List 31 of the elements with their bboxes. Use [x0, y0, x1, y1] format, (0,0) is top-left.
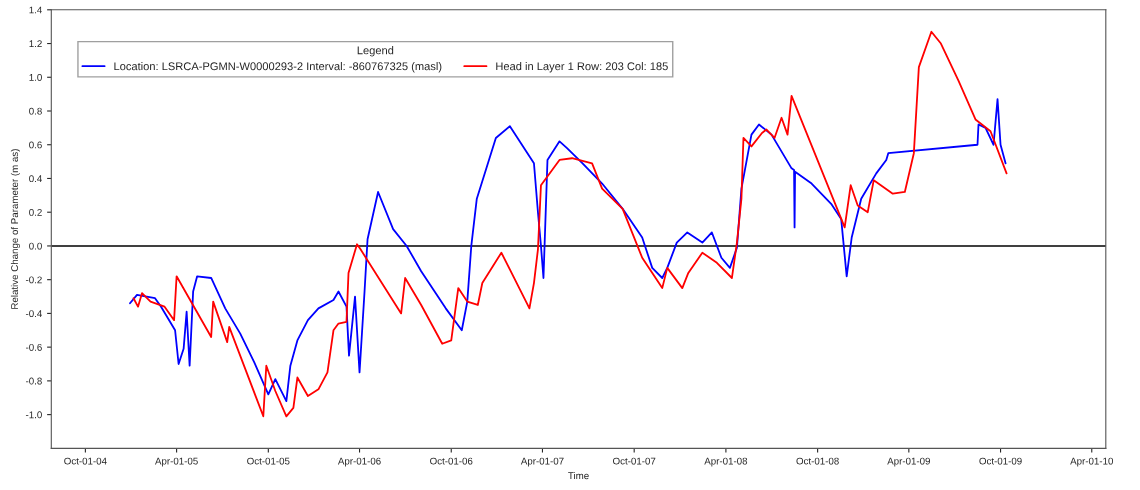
x-tick-label: Apr-01-09 [887, 457, 930, 467]
y-axis-title: Relative Change of Parameter (m as) [10, 149, 20, 309]
x-tick-label: Apr-01-06 [337, 457, 381, 467]
x-axis-title: Time [568, 472, 589, 480]
y-tick-label: -0.6 [25, 343, 42, 351]
legend-label: Location: LSRCA-PGMN-W0000293-2 Interval: -860767325 (masl) [114, 62, 442, 73]
legend-title: Legend [357, 46, 394, 57]
x-tick-label: Apr-01-05 [155, 457, 198, 467]
x-tick-label: Apr-01-10 [1070, 457, 1113, 467]
x-tick-label: Oct-01-05 [247, 457, 290, 465]
x-tick-label: Oct-01-04 [64, 457, 107, 465]
x-tick-label: Apr-01-08 [704, 457, 748, 467]
y-tick-label: 0.6 [29, 141, 42, 149]
x-tick-label: Apr-01-07 [520, 457, 564, 467]
y-tick-label: 0.2 [29, 208, 42, 216]
line-series [129, 98, 1007, 403]
x-tick-label: Oct-01-09 [979, 457, 1022, 465]
y-tick-label: -0.8 [25, 377, 42, 385]
y-tick-label: -0.2 [25, 276, 42, 284]
y-tick-label: 0.0 [29, 242, 42, 250]
y-tick-label: 1.4 [29, 6, 42, 14]
y-tick-label: 1.2 [29, 40, 42, 48]
y-tick-label: 1.0 [29, 74, 42, 81]
y-tick-label: -0.4 [25, 310, 42, 318]
x-tick-label: Oct-01-07 [613, 457, 656, 465]
legend-label: Head in Layer 1 Row: 203 Col: 185 [496, 62, 668, 73]
y-tick-label: -1.0 [25, 411, 42, 419]
y-tick-label: 0.4 [29, 175, 42, 183]
x-tick-label: Oct-01-06 [430, 457, 473, 465]
x-tick-label: Oct-01-08 [796, 457, 839, 465]
y-tick-label: 0.8 [29, 107, 42, 115]
